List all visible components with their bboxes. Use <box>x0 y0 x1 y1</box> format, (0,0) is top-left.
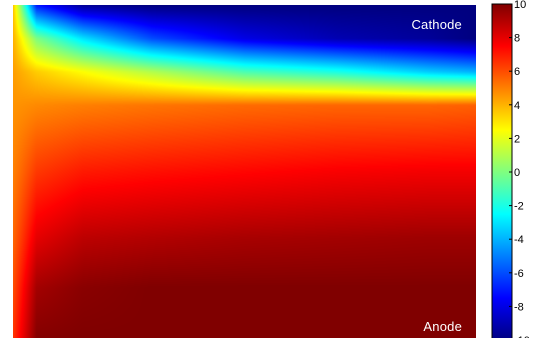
colorbar-tick-label: 6 <box>514 66 520 78</box>
heatmap-plot: Cathode Anode <box>13 5 476 338</box>
colorbar-tick-label: -2 <box>514 201 524 213</box>
colorbar-tick-label: -8 <box>514 301 524 313</box>
anode-label: Anode <box>423 319 462 334</box>
cathode-label: Cathode <box>411 17 462 32</box>
colorbar: 10 8 6 4 2 0 -2 -4 -6 -8 -10 <box>491 0 530 338</box>
colorbar-ticks: 10 8 6 4 2 0 -2 -4 -6 -8 -10 <box>509 0 530 338</box>
colorbar-gradient <box>491 3 513 338</box>
colorbar-tick-label: 8 <box>514 33 520 45</box>
colorbar-tick-label: -6 <box>514 268 524 280</box>
colorbar-tick-label: 0 <box>514 167 520 179</box>
heatmap-image <box>13 5 476 338</box>
colorbar-tick-label: -4 <box>514 234 524 246</box>
colorbar-tick-label: 2 <box>514 133 520 145</box>
colorbar-tick-label: 10 <box>514 0 526 11</box>
colorbar-tick-label: 4 <box>514 100 520 112</box>
colorbar-tick-label: -10 <box>514 335 530 338</box>
